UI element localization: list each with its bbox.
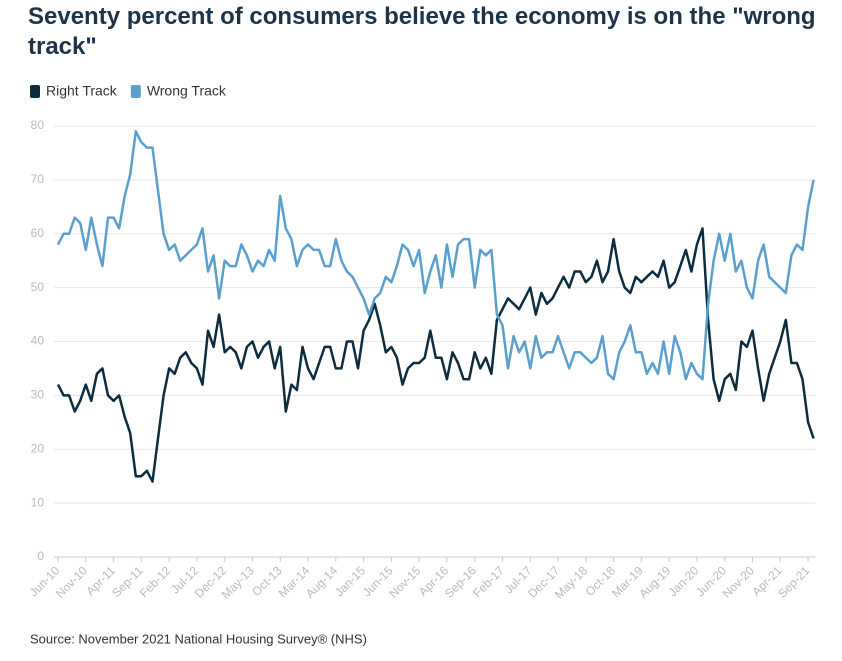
x-tick-label: Aug-19 [636, 563, 673, 600]
x-tick-label: Nov-15 [386, 563, 423, 600]
source: Source: November 2021 National Housing S… [30, 631, 367, 646]
y-tick-label: 0 [37, 549, 44, 563]
y-tick-label: 50 [31, 280, 45, 294]
x-tick-label: Feb-12 [137, 563, 174, 600]
y-tick-label: 30 [31, 388, 45, 402]
x-tick-label: Sep-21 [775, 563, 812, 600]
y-tick-label: 20 [31, 441, 45, 455]
x-tick-label: Jan-15 [332, 563, 368, 599]
x-tick-label: Nov-10 [53, 563, 90, 600]
y-tick-label: 60 [31, 226, 45, 240]
legend-label: Wrong Track [147, 83, 227, 99]
x-tick-label: Feb-17 [470, 563, 507, 600]
chart-title: Seventy percent of consumers believe the… [28, 3, 816, 60]
y-tick-label: 80 [31, 118, 45, 132]
line-series [56, 130, 815, 381]
x-tick-label: Nov-20 [720, 563, 757, 600]
legend-swatch [30, 85, 40, 98]
title-box: Seventy percent of consumers believe the… [28, 3, 816, 60]
x-tick-label: Jan-20 [665, 563, 701, 599]
legend-swatch [130, 85, 141, 98]
y-tick-label: 10 [31, 495, 45, 509]
y-tick-label: 70 [31, 172, 45, 186]
x-tick-label: Aug-14 [303, 563, 340, 600]
line-series [56, 227, 815, 483]
legend-label: Right Track [46, 83, 118, 99]
y-tick-label: 40 [31, 334, 45, 348]
